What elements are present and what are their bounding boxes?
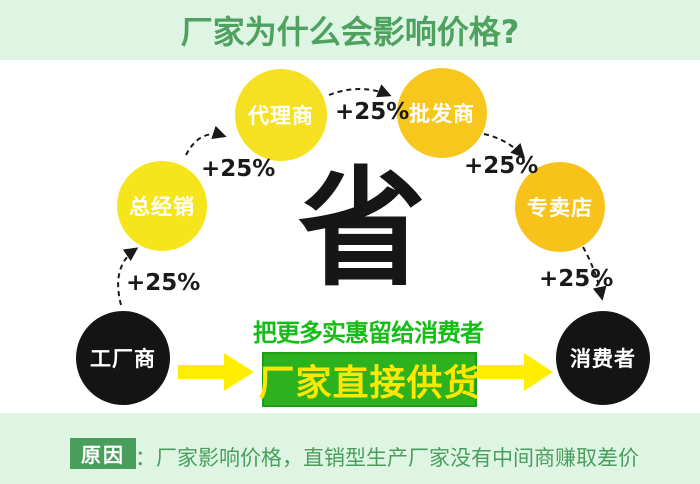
node-factory-label: 工厂商 bbox=[90, 347, 156, 371]
markup-label-1: +25% bbox=[126, 270, 201, 296]
node-general-distributor: 总经销 bbox=[117, 161, 207, 251]
node-agent: 代理商 bbox=[235, 69, 327, 161]
page-title: 厂家为什么会影响价格? bbox=[180, 13, 520, 51]
save-character: 省 bbox=[297, 155, 426, 304]
node-specialty-store: 专卖店 bbox=[515, 162, 605, 252]
supply-arrow-left-icon bbox=[178, 353, 254, 391]
header-band: 厂家为什么会影响价格? bbox=[0, 0, 700, 60]
reason-badge: 原因 bbox=[70, 438, 136, 469]
arc-distributor-to-agent-icon bbox=[185, 125, 227, 156]
node-specialty-store-label: 专卖店 bbox=[527, 196, 593, 220]
node-wholesaler: 批发商 bbox=[397, 68, 487, 158]
node-consumer-label: 消费者 bbox=[570, 347, 636, 371]
markup-label-3: +25% bbox=[335, 99, 410, 125]
markup-label-4: +25% bbox=[464, 153, 539, 179]
supply-arrow-right-icon bbox=[478, 353, 553, 391]
node-general-distributor-label: 总经销 bbox=[129, 195, 195, 219]
node-consumer: 消费者 bbox=[556, 311, 650, 405]
node-factory: 工厂商 bbox=[76, 311, 170, 405]
footer-band: 原因 ：厂家影响价格，直销型生产厂家没有中间商赚取差价 bbox=[0, 413, 700, 484]
node-agent-label: 代理商 bbox=[248, 104, 314, 128]
reason-text: ：厂家影响价格，直销型生产厂家没有中间商赚取差价 bbox=[135, 446, 639, 470]
slogan-text: 把更多实惠留给消费者 bbox=[253, 319, 484, 347]
markup-label-5: +25% bbox=[539, 266, 614, 292]
direct-supply-banner: 厂家直接供货 bbox=[259, 352, 480, 407]
markup-label-2: +25% bbox=[201, 156, 276, 182]
node-wholesaler-label: 批发商 bbox=[409, 102, 475, 126]
arc-agent-to-wholesaler-icon bbox=[328, 84, 392, 98]
